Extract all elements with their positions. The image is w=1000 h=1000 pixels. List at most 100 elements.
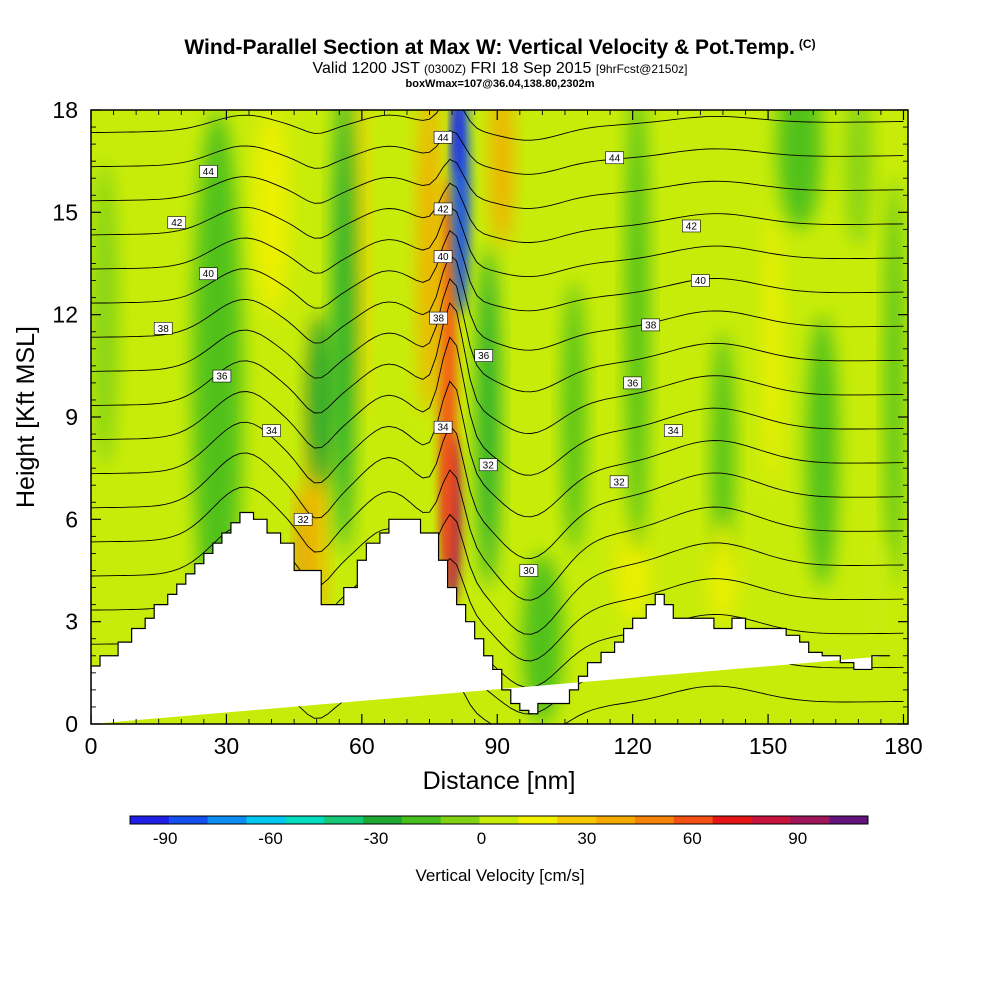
colorbar-segment [401,816,442,824]
colorbar-segment [130,816,170,824]
colorbar-segment [673,816,713,824]
velocity-cell [192,110,243,656]
colorbar-segment [285,816,325,824]
contour-label: 36 [627,378,639,389]
contour-label-box [641,318,661,332]
contour-label-box [433,420,453,434]
chart-title: Wind-Parallel Section at Max W: Vertical… [184,36,816,59]
contour-label: 38 [645,320,657,331]
contour-label: 32 [298,515,310,526]
velocity-cell [332,110,356,554]
x-tick-label: 0 [85,733,98,759]
theta-contour [91,469,904,601]
contour-label-box [433,250,453,263]
colorbar-segment [363,816,403,824]
theta-contour [91,229,904,312]
colorbar-tick-label: 0 [477,829,486,848]
contour-label: 34 [266,426,278,437]
contour-label: 44 [203,167,215,178]
contour-label: 30 [523,566,535,577]
theta-contour [91,380,904,518]
colorbar-tick-label: 60 [683,829,702,848]
velocity-cell [709,519,737,622]
velocity-cell [418,110,441,417]
colorbar-segment [246,816,286,824]
velocity-cell [711,331,735,571]
x-tick-label: 180 [884,733,922,759]
contour-label-box [199,165,218,178]
valid-time-line: Valid 1200 JST (0300Z) FRI 18 Sep 2015 [… [312,60,688,77]
velocity-cell [806,314,839,588]
colorbar-tick-label: -60 [258,829,283,848]
y-tick-label: 3 [65,609,78,635]
y-tick-label: 18 [52,97,78,123]
contour-label: 36 [478,351,490,362]
contour-label: 38 [158,324,170,335]
y-tick-label: 15 [52,199,78,225]
theta-contour [91,424,904,559]
contour-label: 32 [483,460,495,471]
contour-label-box [433,130,453,144]
colorbar-tick-label: -30 [364,829,389,848]
y-tick-label: 9 [65,404,78,430]
x-axis-title: Distance [nm] [423,767,576,795]
contour-label-box [663,424,683,437]
y-tick-label: 12 [52,302,78,328]
colorbar-segment [790,816,830,824]
colorbar-segment [634,816,675,824]
contour-label-box [153,322,173,335]
contour-label-box [293,513,313,526]
contour-label: 40 [695,276,707,287]
contour-label: 34 [438,423,450,434]
colorbar-segment [712,816,752,824]
colorbar-segment [518,816,558,824]
plot-area [91,110,908,724]
colorbar-segment [751,816,791,824]
velocity-cell [307,314,335,486]
theta-contour [91,254,904,351]
colorbar-tick-label: 90 [788,829,807,848]
contour-label-box [691,274,710,287]
contour-label: 32 [614,477,626,488]
contour-label: 38 [433,314,445,325]
velocity-cell [625,110,649,554]
contour-label-box [519,564,539,577]
colorbar-segment [596,816,636,824]
y-axis-title: Height [Kft MSL] [12,326,40,508]
x-tick-label: 30 [214,733,240,759]
y-tick-label: 0 [65,711,78,737]
copyright-mark: (C) [798,37,816,51]
contour-label: 34 [668,426,680,437]
contour-label-box [605,151,624,165]
contour-label-box [609,475,629,489]
contour-label: 42 [686,221,698,232]
theta-contour [91,513,904,635]
colorbar-frame [129,815,869,825]
contour-label-box [682,219,701,233]
contour-label: 42 [171,218,183,229]
velocity-cell [562,280,586,554]
theta-contour [91,158,904,209]
y-tick-label: 6 [65,506,78,532]
contour-label-box [212,369,232,383]
contour-label-box [167,216,187,229]
velocity-cell [490,110,514,247]
theta-contour [91,302,904,434]
terrain-mask [91,511,890,724]
contour-label: 42 [438,204,450,215]
colorbar-segment [557,816,597,824]
colorbar-tick-label: -90 [153,829,178,848]
theta-contour [91,182,904,243]
velocity-cell [844,110,872,247]
contour-label-box [433,202,453,216]
colorbar-segment [324,816,364,824]
contour-label: 44 [438,133,450,144]
x-tick-label: 150 [749,733,787,759]
colorbar-segment [168,816,208,824]
x-tick-label: 90 [484,733,510,759]
velocity-cell [91,161,119,469]
x-tick-label: 120 [613,733,651,759]
velocity-cell [885,178,904,588]
theta-contour [91,278,904,393]
